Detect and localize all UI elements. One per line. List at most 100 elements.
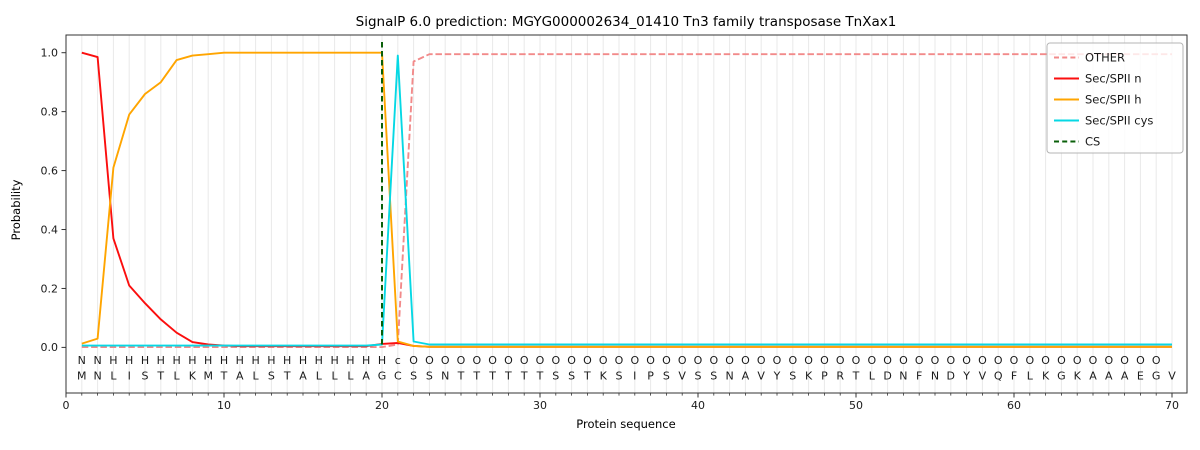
sequence-letter: A xyxy=(1121,370,1129,383)
annotation-letter: O xyxy=(741,354,750,367)
sec-spii-h-curve xyxy=(81,51,1172,348)
sequence-letter: F xyxy=(916,370,922,383)
sequence-letter: A xyxy=(1089,370,1097,383)
legend: OTHER Sec/SPII n Sec/SPII h Sec/SPII cys CS xyxy=(1046,42,1184,154)
sequence-letter: F xyxy=(1011,370,1017,383)
plot-border xyxy=(65,34,1188,394)
sequence-letter: G xyxy=(1057,370,1066,383)
sequence-letter: V xyxy=(757,370,765,383)
y-tick-label: 0.8 xyxy=(41,105,59,118)
annotation-letter: O xyxy=(852,354,861,367)
annotation-letter: O xyxy=(504,354,513,367)
other-curve xyxy=(81,53,1172,349)
sequence-letter: K xyxy=(189,370,197,383)
sequence-letter: L xyxy=(347,370,354,383)
x-tick-label: 60 xyxy=(1007,399,1021,412)
annotation-letter: O xyxy=(978,354,987,367)
sequence-letter: A xyxy=(362,370,370,383)
annotation-letter: O xyxy=(931,354,940,367)
sequence-letter: S xyxy=(616,370,623,383)
sequence-letter: I xyxy=(128,370,131,383)
annotation-letter: H xyxy=(141,354,149,367)
annotation-letter: O xyxy=(773,354,782,367)
chart-title: SignalP 6.0 prediction: MGYG000002634_01… xyxy=(356,14,897,30)
sequence-letter: S xyxy=(695,370,702,383)
sec-spii-n-curve xyxy=(81,51,1172,348)
sequence-letter: C xyxy=(394,370,402,383)
annotation-letter: O xyxy=(441,354,450,367)
annotation-letter: O xyxy=(946,354,955,367)
annotation-letter: O xyxy=(583,354,592,367)
annotation-letter: O xyxy=(520,354,529,367)
residue-letters-group: NMNNHLHIHSHTHLHKHMHTHAHLHSHTHAHLHLHLHAHG… xyxy=(77,354,1176,383)
sequence-letter: T xyxy=(283,370,291,383)
sequence-letter: P xyxy=(647,370,654,383)
annotation-letter: O xyxy=(646,354,655,367)
legend-label-sec-spii-cys: Sec/SPII cys xyxy=(1085,114,1153,128)
annotation-letter: O xyxy=(1120,354,1129,367)
annotation-letter: O xyxy=(804,354,813,367)
annotation-letter: O xyxy=(1152,354,1161,367)
x-tick-label: 30 xyxy=(533,399,547,412)
annotation-letter: H xyxy=(267,354,275,367)
sequence-letter: M xyxy=(77,370,87,383)
annotation-letter: O xyxy=(1010,354,1019,367)
sequence-letter: G xyxy=(1152,370,1161,383)
sequence-letter: K xyxy=(1042,370,1050,383)
sequence-letter: I xyxy=(633,370,636,383)
annotation-letter: O xyxy=(820,354,829,367)
sequence-letter: L xyxy=(316,370,323,383)
annotation-letter: O xyxy=(551,354,560,367)
annotation-letter: O xyxy=(725,354,734,367)
sequence-letter: S xyxy=(789,370,796,383)
sequence-letter: Q xyxy=(994,370,1003,383)
sequence-letter: A xyxy=(236,370,244,383)
annotation-letter: O xyxy=(457,354,466,367)
annotation-letter: O xyxy=(788,354,797,367)
annotation-letter: O xyxy=(962,354,971,367)
legend-label-sec-spii-h: Sec/SPII h xyxy=(1085,93,1142,107)
annotation-letter: O xyxy=(1073,354,1082,367)
annotation-letter: O xyxy=(425,354,434,367)
legend-label-cs: CS xyxy=(1085,135,1100,149)
x-tick-label: 20 xyxy=(375,399,389,412)
annotation-letter: O xyxy=(1136,354,1145,367)
annotation-letter: c xyxy=(395,354,401,367)
annotation-letter: O xyxy=(994,354,1003,367)
sequence-letter: A xyxy=(299,370,307,383)
sequence-letter: T xyxy=(457,370,465,383)
x-tick-label: 40 xyxy=(691,399,705,412)
sequence-letter: S xyxy=(663,370,670,383)
annotation-letter: O xyxy=(678,354,687,367)
sequence-letter: T xyxy=(583,370,591,383)
sequence-letter: D xyxy=(947,370,955,383)
annotation-letter: H xyxy=(315,354,323,367)
annotation-letter: H xyxy=(172,354,180,367)
annotation-letter: O xyxy=(1104,354,1113,367)
annotation-letter: O xyxy=(883,354,892,367)
curves-group xyxy=(81,51,1172,349)
y-tick-label: 0.0 xyxy=(41,341,59,354)
y-axis-label: Probability xyxy=(9,179,23,240)
annotation-letter: H xyxy=(251,354,259,367)
annotation-letter: O xyxy=(867,354,876,367)
annotation-letter: O xyxy=(899,354,908,367)
annotation-letter: O xyxy=(472,354,481,367)
y-tick-label: 0.6 xyxy=(41,164,59,177)
sequence-letter: S xyxy=(410,370,417,383)
sequence-letter: N xyxy=(725,370,733,383)
annotation-letter: H xyxy=(157,354,165,367)
sequence-letter: V xyxy=(979,370,987,383)
sequence-letter: S xyxy=(426,370,433,383)
y-tick-label: 0.2 xyxy=(41,282,59,295)
sequence-letter: V xyxy=(1168,370,1176,383)
sequence-letter: A xyxy=(742,370,750,383)
x-tick-label: 0 xyxy=(63,399,70,412)
sequence-letter: N xyxy=(931,370,939,383)
sequence-letter: L xyxy=(869,370,876,383)
sequence-letter: S xyxy=(142,370,149,383)
y-tick-label: 1.0 xyxy=(41,47,59,60)
annotation-letter: H xyxy=(220,354,228,367)
annotation-letter: O xyxy=(694,354,703,367)
